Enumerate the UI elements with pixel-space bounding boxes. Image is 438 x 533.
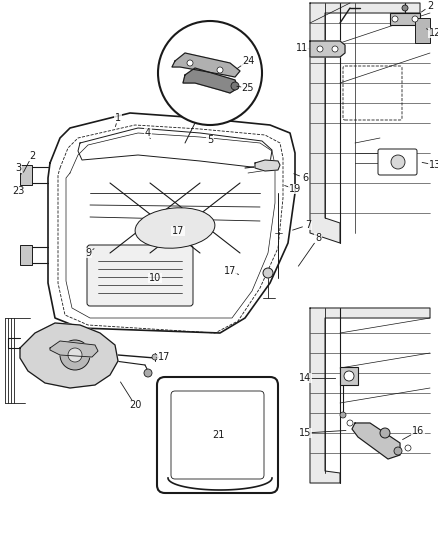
Circle shape	[380, 428, 390, 438]
Bar	[340, 367, 358, 385]
Text: 25: 25	[242, 83, 254, 93]
Circle shape	[317, 46, 323, 52]
Ellipse shape	[135, 208, 215, 248]
Circle shape	[158, 21, 262, 125]
FancyBboxPatch shape	[378, 149, 417, 175]
Text: 16: 16	[412, 426, 424, 436]
Polygon shape	[255, 160, 280, 171]
Bar	[415, 18, 430, 43]
Text: 19: 19	[289, 184, 301, 194]
Text: 4: 4	[145, 128, 151, 138]
Circle shape	[68, 348, 82, 362]
Circle shape	[152, 354, 158, 360]
Circle shape	[332, 46, 338, 52]
Text: 5: 5	[207, 135, 213, 145]
Text: 17: 17	[158, 352, 170, 362]
Circle shape	[405, 445, 411, 451]
Circle shape	[60, 340, 90, 370]
Text: 17: 17	[172, 226, 184, 236]
Text: 12: 12	[429, 28, 438, 38]
Circle shape	[394, 447, 402, 455]
Text: 8: 8	[315, 233, 321, 243]
Text: 20: 20	[129, 400, 141, 410]
Circle shape	[263, 268, 273, 278]
Circle shape	[402, 5, 408, 11]
Circle shape	[347, 420, 353, 426]
Text: 21: 21	[212, 430, 224, 440]
Text: 24: 24	[242, 56, 254, 66]
Polygon shape	[183, 68, 238, 93]
Circle shape	[412, 16, 418, 22]
Circle shape	[340, 412, 346, 418]
Text: 11: 11	[296, 43, 308, 53]
Circle shape	[217, 67, 223, 73]
Circle shape	[144, 369, 152, 377]
Text: 15: 15	[299, 428, 311, 438]
Circle shape	[344, 371, 354, 381]
Circle shape	[392, 16, 398, 22]
Bar	[20, 165, 32, 185]
Text: 9: 9	[85, 248, 91, 258]
Text: 10: 10	[149, 273, 161, 283]
Text: 14: 14	[299, 373, 311, 383]
Polygon shape	[20, 323, 118, 388]
FancyBboxPatch shape	[87, 245, 193, 306]
Circle shape	[187, 60, 193, 66]
Polygon shape	[172, 53, 240, 77]
Polygon shape	[310, 41, 345, 57]
Text: 3: 3	[15, 163, 21, 173]
Bar	[20, 245, 32, 265]
Text: 6: 6	[302, 173, 308, 183]
Circle shape	[231, 82, 239, 90]
Text: 13: 13	[429, 160, 438, 170]
Text: 23: 23	[12, 186, 24, 196]
Text: 17: 17	[224, 266, 236, 276]
Polygon shape	[352, 423, 400, 459]
Bar	[390, 13, 420, 25]
Polygon shape	[310, 3, 420, 243]
Text: 2: 2	[427, 1, 433, 11]
Text: 1: 1	[115, 113, 121, 123]
Polygon shape	[310, 308, 430, 483]
Polygon shape	[50, 341, 98, 357]
Circle shape	[391, 155, 405, 169]
Text: 2: 2	[29, 151, 35, 161]
Text: 7: 7	[305, 220, 311, 230]
